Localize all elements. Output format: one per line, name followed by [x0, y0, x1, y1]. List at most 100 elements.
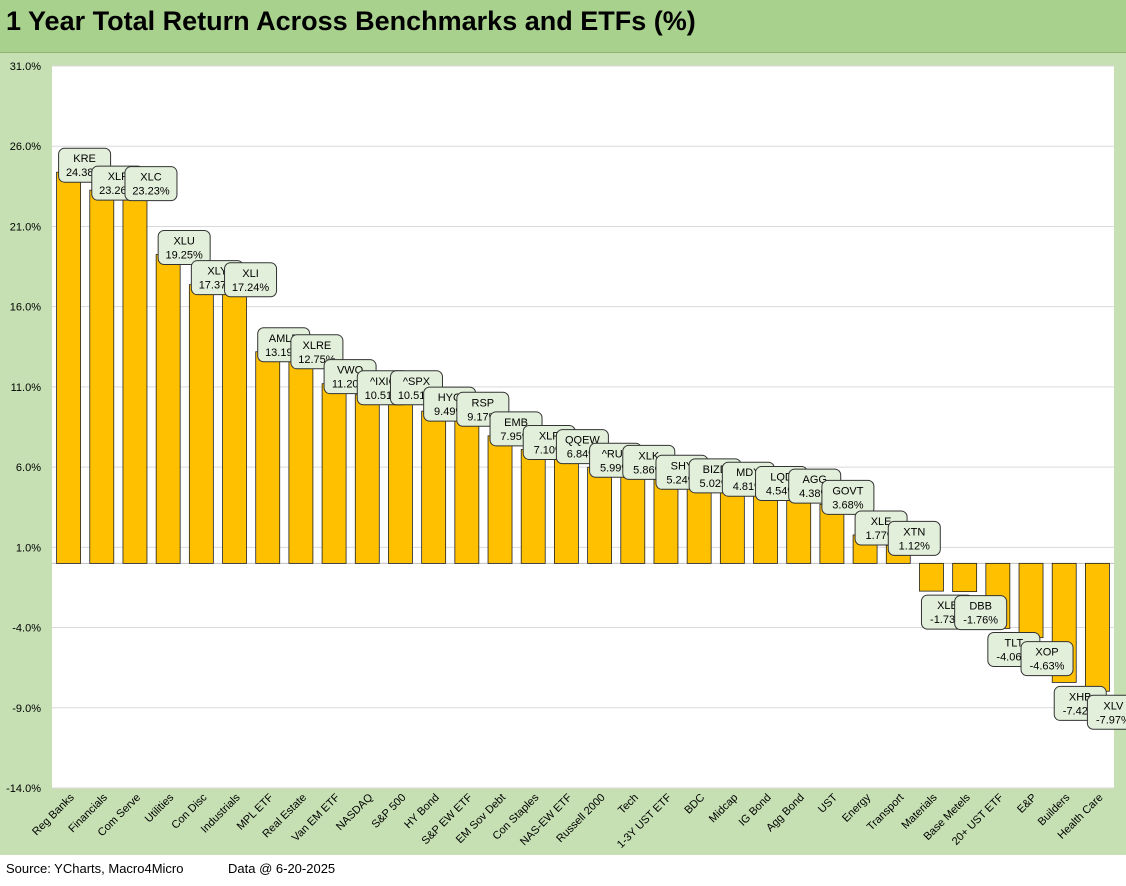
y-tick-label: -9.0%	[12, 703, 41, 715]
bar	[520, 449, 546, 564]
bar	[454, 415, 480, 564]
ticker-label: KRE	[73, 153, 96, 165]
source-note: Source: YCharts, Macro4Micro	[6, 861, 184, 876]
ticker-label: AGG	[802, 474, 826, 486]
ticker-label: XLB	[937, 600, 958, 612]
bar	[155, 254, 181, 564]
bar	[222, 286, 247, 564]
bar	[122, 190, 148, 564]
bar	[587, 466, 612, 564]
bar	[321, 383, 347, 564]
x-tick-label: NASDAQ	[334, 791, 376, 833]
bar	[288, 358, 314, 564]
value-label: 19.25%	[166, 250, 204, 262]
y-tick-label: 1.0%	[16, 542, 41, 554]
value-label: -4.63%	[1030, 661, 1065, 673]
data-label: DBB -1.76%	[954, 595, 1008, 631]
ticker-label: XHB	[1069, 691, 1092, 703]
data-label: XOP -4.63%	[1020, 641, 1074, 677]
y-tick-label: 16.0%	[10, 302, 41, 314]
data-label: XLC 23.23%	[124, 166, 178, 202]
ticker-label: LQD	[770, 472, 793, 484]
value-label: 3.68%	[832, 499, 863, 511]
value-label: -7.97%	[1096, 714, 1126, 726]
data-label: XLI 17.24%	[224, 262, 278, 298]
data-label-box	[954, 595, 1008, 631]
x-tick-label: UST	[816, 791, 840, 815]
x-tick-label: Transport	[865, 792, 906, 833]
ticker-label: XLI	[242, 268, 259, 280]
ticker-label: XLU	[173, 236, 194, 248]
chart-title: 1 Year Total Return Across Benchmarks an…	[6, 6, 696, 36]
value-label: -1.76%	[963, 615, 998, 627]
ticker-label: RSP	[472, 397, 495, 409]
data-label-box	[157, 230, 211, 266]
ticker-label: HYG	[438, 392, 462, 404]
y-tick-label: -14.0%	[6, 783, 41, 795]
bar	[487, 435, 513, 564]
bar	[653, 478, 679, 564]
bar	[89, 189, 115, 564]
data-label: XLU 19.25%	[157, 230, 211, 266]
value-label: 23.23%	[132, 186, 170, 198]
bar	[919, 562, 944, 592]
bar	[620, 468, 646, 564]
ticker-label: GOVT	[832, 485, 863, 497]
bar	[255, 351, 281, 564]
bar	[753, 490, 778, 564]
ticker-label: XLE	[871, 516, 892, 528]
data-date-note: Data @ 6-20-2025	[228, 861, 336, 876]
ticker-label: XOP	[1035, 647, 1058, 659]
title-bar: 1 Year Total Return Across Benchmarks an…	[0, 0, 1126, 53]
ticker-label: MDY	[736, 467, 761, 479]
value-label: 1.12%	[899, 540, 930, 552]
data-label: XTN 1.12%	[887, 520, 941, 556]
y-tick-label: 11.0%	[11, 382, 42, 394]
ticker-label: DBB	[969, 601, 992, 613]
ticker-label: XLP	[539, 430, 560, 442]
ticker-label: XTN	[903, 526, 925, 538]
bar	[1085, 562, 1110, 692]
bar	[56, 171, 81, 564]
ticker-label: EMB	[504, 417, 528, 429]
ticker-label: XLV	[1103, 700, 1124, 712]
y-tick-label: 31.0%	[10, 61, 41, 73]
bar	[1018, 562, 1044, 639]
data-label-box	[1020, 641, 1074, 677]
data-label-box	[124, 166, 178, 202]
x-tick-label: E&P	[1015, 792, 1039, 816]
ticker-label: BIZD	[703, 464, 728, 476]
ticker-label: XLY	[207, 266, 228, 278]
y-tick-label: 21.0%	[10, 221, 41, 233]
footer: Source: YCharts, Macro4Micro Data @ 6-20…	[0, 855, 1126, 886]
bar	[188, 284, 214, 564]
ticker-label: TLT	[1004, 638, 1023, 650]
x-tick-label: BDC	[682, 792, 707, 817]
ticker-label: XLC	[140, 172, 161, 184]
bar	[354, 394, 380, 564]
bar	[388, 394, 413, 564]
bar	[421, 410, 447, 564]
data-label-box	[1086, 694, 1126, 730]
y-tick-label: -4.0%	[12, 623, 41, 635]
ticker-label: XLK	[638, 450, 659, 462]
ticker-label: ^IXIC	[370, 376, 397, 388]
bar	[686, 482, 712, 564]
data-label-box	[821, 479, 875, 515]
ticker-label: VWO	[337, 365, 364, 377]
bar	[719, 485, 745, 564]
data-label: GOVT 3.68%	[821, 479, 875, 515]
y-tick-label: 6.0%	[16, 462, 41, 474]
bar	[554, 453, 579, 564]
data-label-box	[887, 520, 941, 556]
x-tick-label: Tech	[616, 792, 641, 817]
ticker-label: SHY	[671, 460, 694, 472]
bar	[786, 492, 812, 564]
x-tick-label: S&P 500	[370, 792, 409, 831]
y-tick-label: 26.0%	[10, 141, 41, 153]
bar	[952, 562, 978, 593]
data-label: XLV -7.97%	[1086, 694, 1126, 730]
